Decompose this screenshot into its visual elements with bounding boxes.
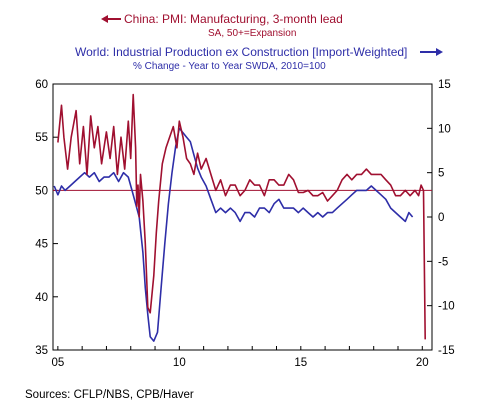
right-tick-label-0: 0 <box>438 212 444 224</box>
right-tick-label-10: 10 <box>438 123 451 135</box>
x-axis: 05 10 15 20 <box>51 346 429 369</box>
legend-entry-world-ip: World: Industrial Production ex Construc… <box>75 45 443 72</box>
x-tick-label-15: 15 <box>294 357 307 369</box>
legend-sub-world-ip: % Change - Year to Year SWDA, 2010=100 <box>133 61 326 72</box>
legend: China: PMI: Manufacturing, 3-month lead … <box>75 12 443 72</box>
series-line-world-ip <box>53 127 414 342</box>
right-tick-label-15: 15 <box>438 79 451 91</box>
left-tick-label-60: 60 <box>35 79 48 91</box>
left-axis: 35 40 45 50 55 60 <box>35 79 58 357</box>
left-tick-label-40: 40 <box>35 292 48 304</box>
legend-label-world-ip: World: Industrial Production ex Construc… <box>75 45 407 59</box>
legend-arrow-head-china-pmi <box>101 15 108 23</box>
series-line-china-pmi <box>57 93 426 340</box>
x-tick-label-20: 20 <box>416 357 429 369</box>
legend-sub-china-pmi: SA, 50+=Expansion <box>208 28 296 39</box>
left-tick-label-45: 45 <box>35 239 48 251</box>
x-tick-label-05: 05 <box>51 357 64 369</box>
right-tick-label--15: -15 <box>438 345 455 357</box>
series-group <box>53 93 426 342</box>
right-axis: -15 -10 -5 0 5 10 15 <box>427 79 455 357</box>
legend-arrow-head-world-ip <box>436 48 443 56</box>
source-note: Sources: CFLP/NBS, CPB/Haver <box>25 389 194 401</box>
legend-label-china-pmi: China: PMI: Manufacturing, 3-month lead <box>124 12 343 26</box>
legend-entry-china-pmi: China: PMI: Manufacturing, 3-month lead … <box>101 12 343 39</box>
right-tick-label-5: 5 <box>438 168 444 180</box>
left-tick-label-50: 50 <box>35 185 48 197</box>
left-tick-label-55: 55 <box>35 132 48 144</box>
right-tick-label--5: -5 <box>438 256 448 268</box>
right-tick-label--10: -10 <box>438 301 455 313</box>
left-tick-label-35: 35 <box>35 345 48 357</box>
x-tick-label-10: 10 <box>173 357 186 369</box>
